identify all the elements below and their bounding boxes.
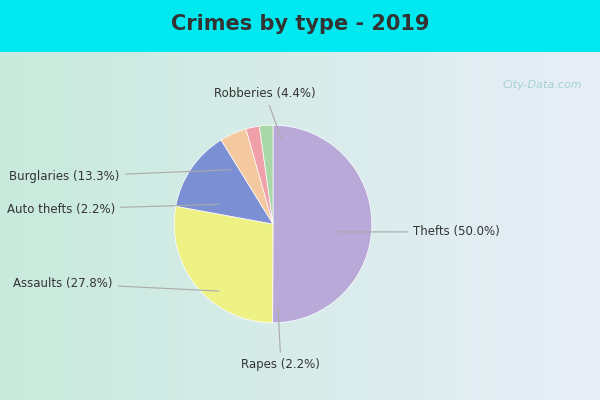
Text: Crimes by type - 2019: Crimes by type - 2019 [171, 14, 429, 34]
Text: Burglaries (13.3%): Burglaries (13.3%) [10, 170, 230, 183]
Wedge shape [221, 129, 273, 224]
Wedge shape [246, 126, 273, 224]
Text: Thefts (50.0%): Thefts (50.0%) [337, 226, 500, 238]
Text: Rapes (2.2%): Rapes (2.2%) [241, 308, 320, 371]
Text: Assaults (27.8%): Assaults (27.8%) [13, 277, 219, 291]
Wedge shape [259, 125, 273, 224]
Wedge shape [174, 206, 273, 323]
Text: Robberies (4.4%): Robberies (4.4%) [214, 87, 316, 140]
Wedge shape [176, 140, 273, 224]
Text: Auto thefts (2.2%): Auto thefts (2.2%) [7, 203, 219, 216]
Wedge shape [272, 125, 372, 323]
Text: City-Data.com: City-Data.com [503, 80, 582, 90]
